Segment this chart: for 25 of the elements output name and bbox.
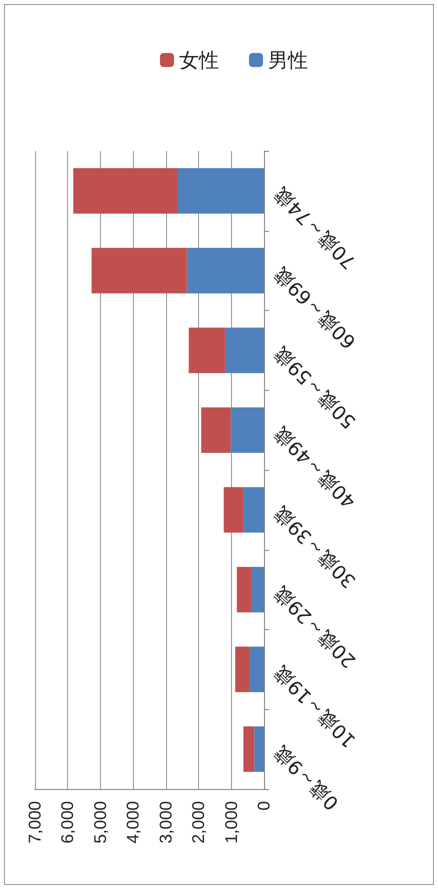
bar [235, 646, 250, 692]
x-tick-label: 3,000 [156, 801, 176, 844]
bar [250, 646, 264, 692]
bar [225, 328, 264, 374]
x-tick-label: 1,000 [222, 801, 241, 844]
bar [236, 566, 252, 612]
x-tick-label: 2,000 [189, 801, 208, 844]
bar [188, 328, 226, 374]
bar [201, 407, 231, 453]
bar [224, 487, 244, 533]
bar [243, 726, 254, 772]
bar [178, 168, 264, 214]
bar [92, 248, 187, 294]
x-tick-label: 5,000 [90, 801, 110, 844]
bar [73, 168, 178, 214]
x-tick-label: 7,000 [26, 801, 44, 844]
x-tick-label: 6,000 [58, 801, 78, 844]
bar [252, 566, 264, 612]
bar [243, 487, 264, 533]
x-tick-label: 4,000 [124, 801, 143, 844]
bar [186, 248, 264, 294]
legend-label: 男性 [268, 48, 308, 72]
legend-label: 女性 [179, 48, 219, 72]
bar [254, 726, 264, 772]
bar [230, 407, 264, 453]
